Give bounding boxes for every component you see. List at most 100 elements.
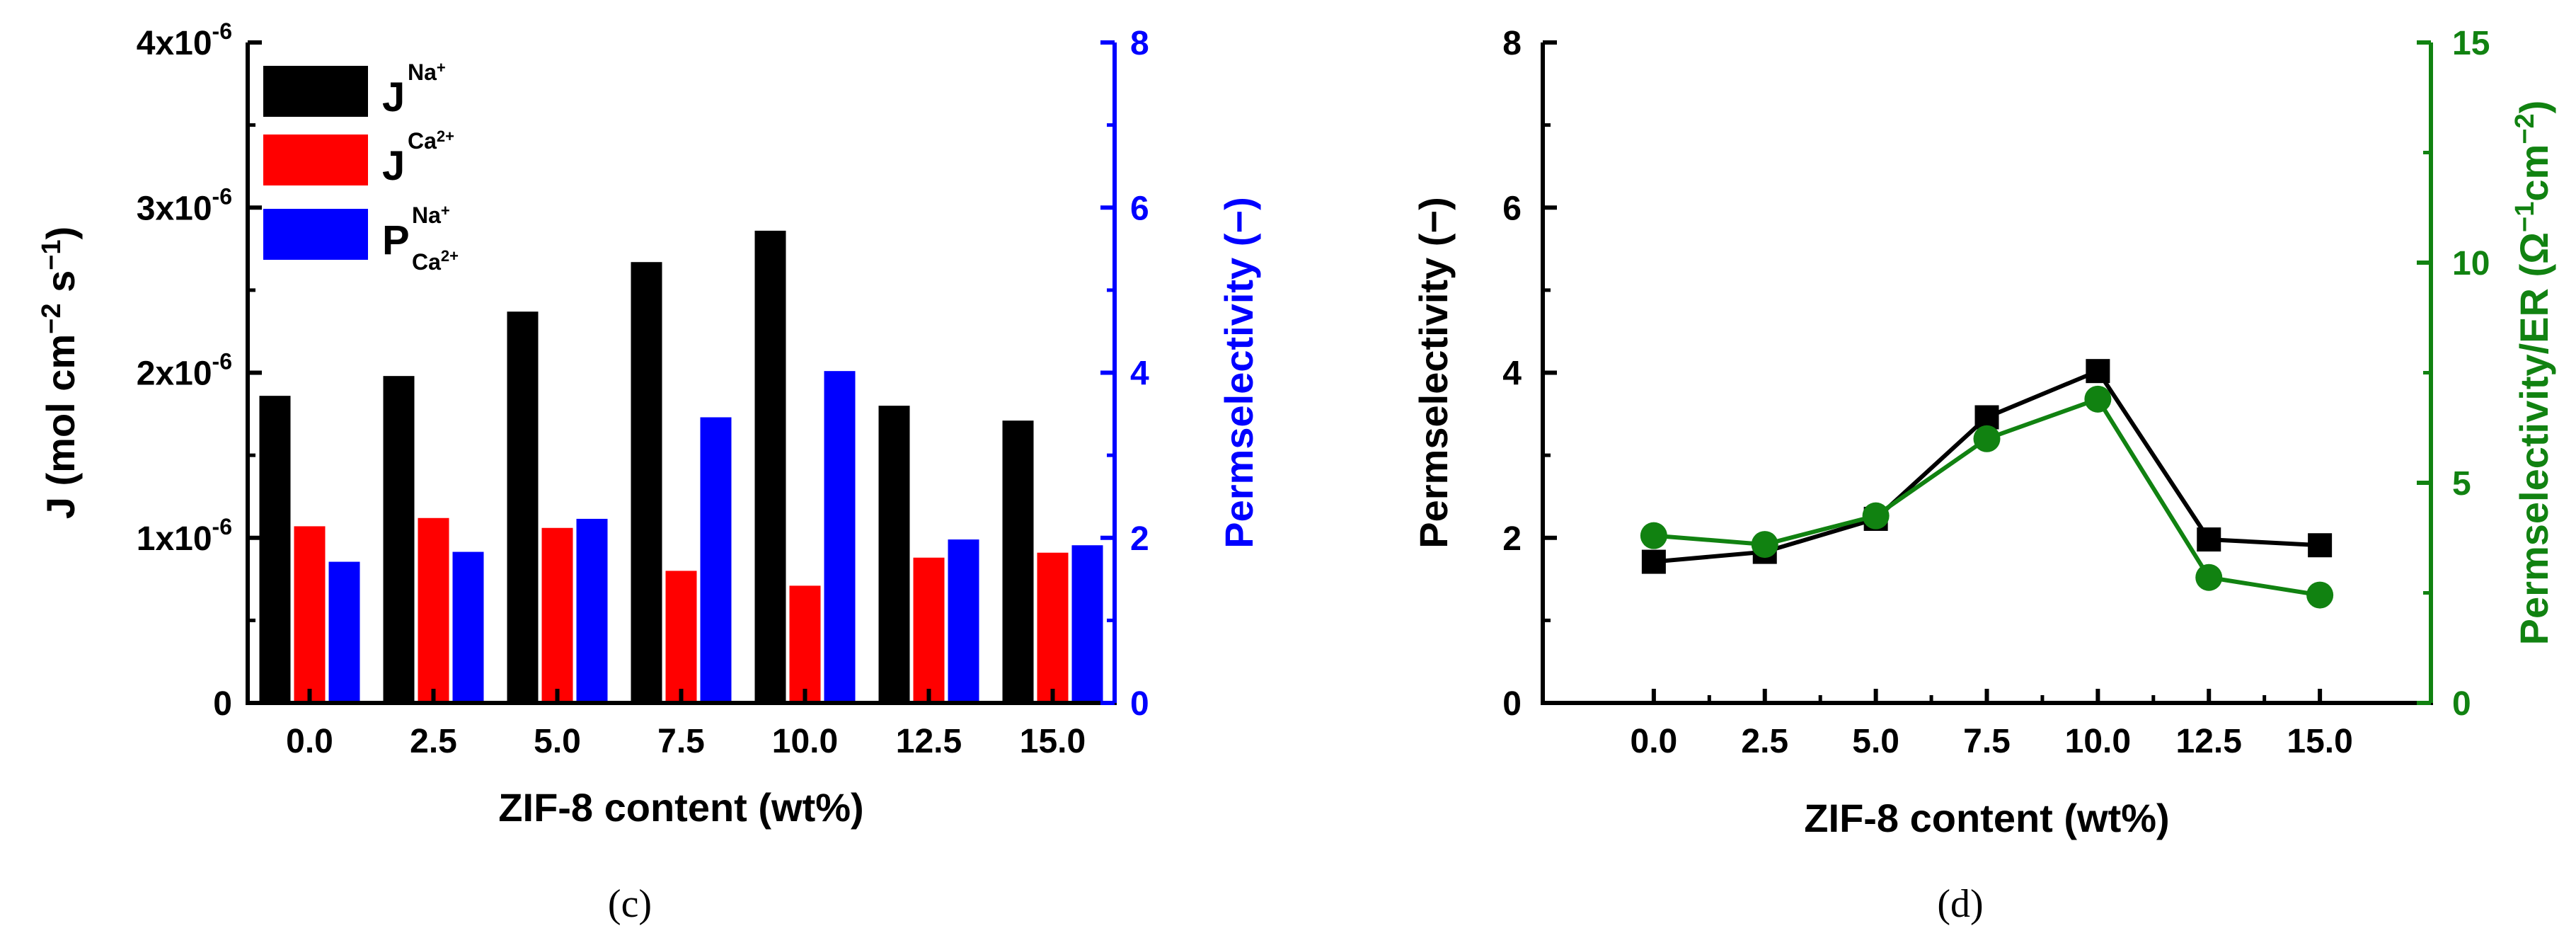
right-tick-label: 15 — [2452, 25, 2490, 62]
right-tick-label: 0 — [1130, 685, 1149, 723]
ylabel-mid: s — [38, 270, 83, 304]
x-tick-label: 12.5 — [2176, 723, 2242, 760]
bar-series1-cat0 — [294, 526, 326, 703]
bar-series1-cat4 — [789, 585, 821, 703]
bar-series2-cat3 — [700, 417, 732, 703]
left-tick-label: 4 — [1502, 355, 1522, 393]
marker-circle-6 — [2306, 581, 2334, 609]
marker-circle-0 — [1640, 522, 1667, 549]
legend-label-1: JCa2+ — [382, 127, 454, 189]
legend-sub: Ca — [412, 249, 441, 275]
bar-series1-cat5 — [913, 557, 945, 703]
marker-circle-3 — [1973, 425, 2001, 452]
marker-circle-5 — [2195, 563, 2223, 591]
legend-supsup: 2+ — [437, 127, 454, 145]
y2label-mid: cm — [2512, 144, 2556, 202]
y2label-end: ) — [2512, 101, 2556, 114]
legend-base: P — [382, 217, 410, 263]
bar-series0-cat6 — [1002, 420, 1034, 703]
legend-sup: Na — [412, 202, 441, 228]
left-tick-label: 3x10-6 — [137, 183, 232, 227]
bar-series0-cat4 — [754, 230, 786, 703]
left-tick-mantissa: 2x10 — [137, 355, 212, 393]
left-tick-mantissa: 4x10 — [137, 25, 212, 62]
legend-swatch-2 — [263, 209, 368, 260]
legend-base: J — [382, 74, 405, 120]
legend-supsup: + — [441, 202, 450, 219]
left-tick-label: 1x10-6 — [137, 514, 232, 558]
right-tick-label: 4 — [1130, 355, 1149, 393]
panel-d-line-chart: 0 2 4 6 8 0 5 10 15 0.0 2.5 5.0 7.5 10.0 12.5 15.0 ZIF-8… — [1411, 25, 2556, 840]
bar-series1-cat3 — [665, 571, 697, 703]
x-axis-title: ZIF-8 content (wt%) — [498, 785, 863, 830]
right-axis-title: Permselectivity/ER (Ω−1cm−2) — [2510, 101, 2556, 646]
left-tick-label: 6 — [1502, 190, 1522, 227]
bar-series1-cat6 — [1037, 552, 1069, 703]
marker-circle-2 — [1862, 502, 1890, 530]
left-tick-label: 2 — [1502, 520, 1522, 558]
right-tick-label: 6 — [1130, 190, 1149, 227]
x-tick-label: 2.5 — [1741, 723, 1788, 760]
legend-base: J — [382, 143, 405, 189]
bar-series2-cat2 — [576, 518, 608, 703]
left-tick-mantissa: 0 — [213, 685, 232, 723]
x-tick-label: 0.0 — [286, 723, 333, 760]
bar-series0-cat5 — [878, 406, 910, 703]
panel-label-d: (d) — [1937, 882, 1983, 926]
ylabel-end: ) — [38, 227, 83, 240]
x-tick-label: 15.0 — [2287, 723, 2352, 760]
right-tick-label: 5 — [2452, 465, 2471, 503]
left-axis-title: Permselectivity (−) — [1411, 197, 1456, 548]
x-tick-label: 10.0 — [772, 723, 838, 760]
legend-swatch-0 — [263, 66, 368, 117]
left-tick-mantissa: 3x10 — [137, 190, 212, 227]
ylabel-sup1: −2 — [37, 303, 67, 333]
bar-series2-cat0 — [328, 561, 360, 703]
y2label-sup1: −1 — [2510, 202, 2540, 232]
left-axis-title: J (mol cm−2 s−1) — [37, 227, 83, 519]
left-tick-label: 2x10-6 — [137, 349, 232, 393]
bar-series0-cat0 — [259, 396, 291, 703]
x-tick-label: 7.5 — [1963, 723, 2011, 760]
marker-square-5 — [2197, 527, 2221, 552]
legend-sup: Ca — [408, 128, 437, 154]
bar-series2-cat1 — [452, 551, 484, 703]
bar-series0-cat1 — [383, 376, 415, 703]
y2label-sup2: −2 — [2510, 113, 2540, 144]
bar-series0-cat3 — [631, 262, 662, 703]
left-tick-exponent: -6 — [212, 349, 232, 374]
marker-square-6 — [2308, 533, 2333, 558]
left-tick-label: 4x10-6 — [137, 18, 232, 62]
right-axis-title: Permselectivity (−) — [1217, 197, 1261, 548]
legend-label-2: PNa+ Ca2+ — [382, 202, 459, 275]
left-tick-mantissa: 1x10 — [137, 520, 212, 558]
x-tick-label: 12.5 — [896, 723, 962, 760]
left-tick-label: 0 — [213, 685, 232, 723]
bar-series1-cat2 — [541, 527, 573, 703]
legend-swatch-1 — [263, 135, 368, 185]
x-tick-label: 7.5 — [657, 723, 705, 760]
right-tick-label: 10 — [2452, 245, 2490, 282]
x-tick-label: 0.0 — [1631, 723, 1678, 760]
x-tick-label: 5.0 — [534, 723, 581, 760]
panel-label-c: (c) — [608, 882, 652, 926]
x-tick-label: 5.0 — [1852, 723, 1899, 760]
marker-circle-1 — [1751, 531, 1778, 559]
right-tick-label: 2 — [1130, 520, 1149, 558]
x-tick-label: 2.5 — [410, 723, 457, 760]
x-axis-title: ZIF-8 content (wt%) — [1804, 796, 2169, 840]
bar-series2-cat4 — [824, 371, 856, 703]
right-tick-label: 8 — [1130, 25, 1149, 62]
marker-square-4 — [2086, 359, 2110, 384]
marker-square-0 — [1641, 549, 1666, 574]
legend-subsup: 2+ — [441, 247, 459, 265]
left-tick-label: 0 — [1502, 685, 1522, 723]
ylabel-main: J (mol cm — [38, 334, 83, 519]
bar-series2-cat5 — [948, 539, 979, 703]
left-tick-exponent: -6 — [212, 514, 232, 539]
x-tick-label: 10.0 — [2065, 723, 2131, 760]
x-tick-label: 15.0 — [1020, 723, 1086, 760]
legend-supsup: + — [437, 59, 446, 76]
bar-series0-cat2 — [507, 311, 539, 703]
